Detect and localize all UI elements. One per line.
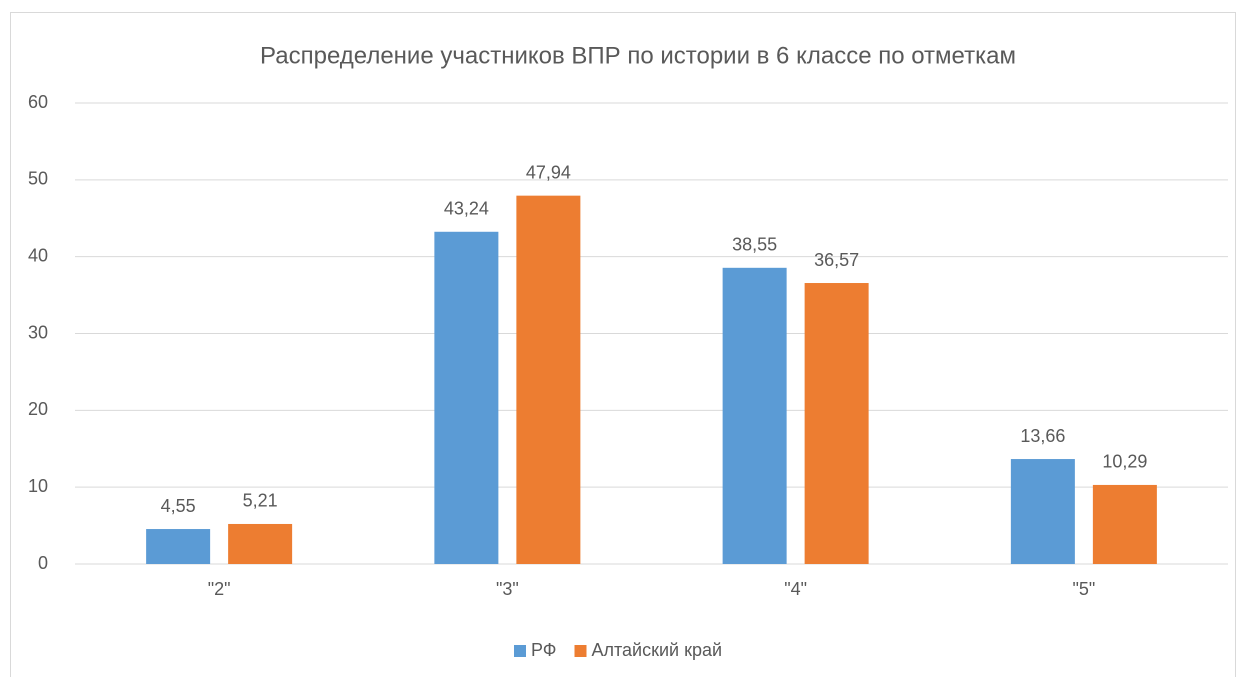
data-label: 4,55: [161, 496, 196, 516]
data-label: 13,66: [1020, 426, 1065, 446]
y-tick-label: 30: [28, 322, 48, 342]
y-tick-label: 0: [38, 553, 48, 573]
y-tick-label: 10: [28, 476, 48, 496]
bar: [804, 283, 869, 564]
bar: [434, 231, 499, 565]
legend-label: Алтайский край: [592, 640, 723, 660]
bar: [1010, 459, 1075, 564]
bar: [1092, 484, 1157, 564]
bar: [516, 195, 581, 564]
data-label: 36,57: [814, 250, 859, 270]
y-tick-label: 50: [28, 169, 48, 189]
chart-title: Распределение участников ВПР по истории …: [260, 42, 1016, 69]
x-tick-label: "2": [208, 579, 231, 599]
legend-swatch: [514, 645, 526, 657]
legend-swatch: [574, 645, 587, 657]
y-tick-label: 20: [28, 399, 48, 419]
bar: [146, 529, 211, 564]
data-label: 5,21: [243, 491, 278, 511]
bar: [722, 267, 787, 564]
data-label: 43,24: [444, 199, 489, 219]
legend-label: РФ: [531, 640, 557, 660]
x-tick-label: "5": [1072, 579, 1095, 599]
x-tick-label: "3": [496, 579, 519, 599]
y-tick-label: 40: [28, 245, 48, 265]
bar: [228, 523, 293, 564]
y-tick-label: 60: [28, 92, 48, 112]
data-label: 38,55: [732, 235, 777, 255]
data-label: 10,29: [1102, 452, 1147, 472]
data-label: 47,94: [526, 162, 571, 182]
chart-border: [10, 12, 1236, 677]
x-tick-label: "4": [784, 579, 807, 599]
